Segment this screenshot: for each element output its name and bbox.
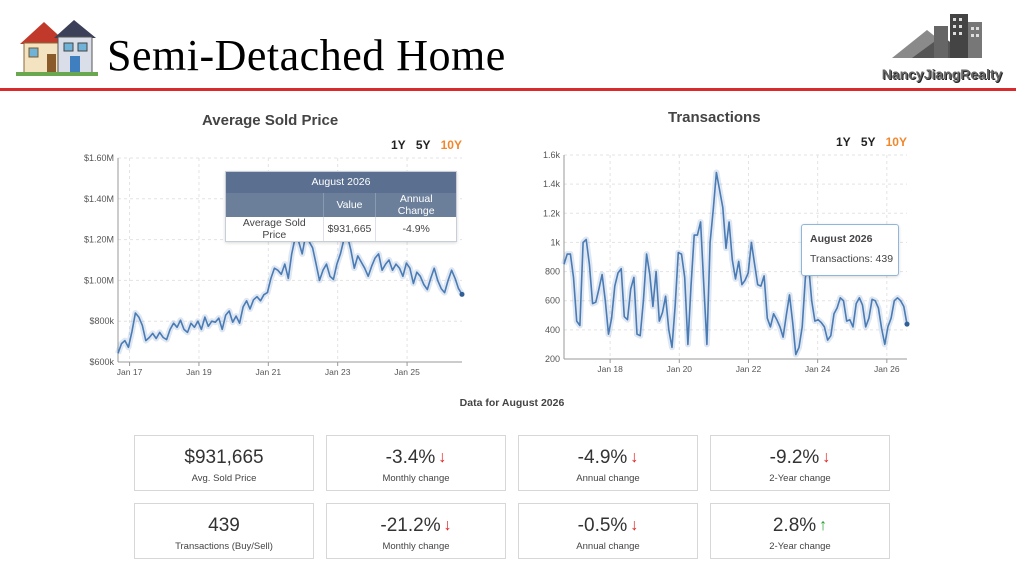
price-tooltip-change: -4.9% — [375, 217, 456, 241]
price-x-tick: Jan 17 — [117, 367, 143, 377]
arrow-down-icon: ↓ — [822, 449, 831, 466]
tx-x-tick: Jan 18 — [597, 364, 623, 374]
arrow-up-icon: ↑ — [819, 517, 828, 534]
price-series-line[interactable] — [117, 234, 463, 354]
tx-range-selector: 1Y 5Y 10Y — [829, 135, 907, 149]
stat-card: -3.4% ↓ Monthly change — [326, 435, 506, 491]
stat-card: -9.2% ↓ 2-Year change — [710, 435, 890, 491]
stat-value-row: 439 — [135, 514, 313, 538]
price-x-tick: Jan 23 — [325, 367, 351, 377]
stat-value: 439 — [208, 515, 240, 536]
tx-x-tick: Jan 24 — [805, 364, 831, 374]
stat-card: 2.8% ↑ 2-Year change — [710, 503, 890, 559]
stat-value: -9.2% — [769, 447, 820, 468]
stat-value-row: -4.9% ↓ — [519, 446, 697, 470]
tx-tooltip-value: Transactions: 439 — [810, 253, 894, 265]
tx-y-tick: 1.6k — [543, 150, 561, 160]
price-y-tick: $800k — [89, 316, 114, 326]
stat-card: $931,665 Avg. Sold Price — [134, 435, 314, 491]
stat-value: -0.5% — [577, 515, 628, 536]
tx-x-tick: Jan 26 — [874, 364, 900, 374]
stat-label: Monthly change — [382, 473, 450, 484]
stat-value-row: -3.4% ↓ — [327, 446, 505, 470]
header-divider — [0, 88, 1016, 91]
stat-value-row: $931,665 — [135, 446, 313, 470]
price-tooltip-month: August 2026 — [226, 172, 456, 193]
price-range-selector: 1Y 5Y 10Y — [384, 138, 462, 152]
price-y-tick: $1.00M — [84, 275, 114, 285]
stat-label: Monthly change — [382, 541, 450, 552]
price-x-tick: Jan 21 — [256, 367, 282, 377]
stat-label: Avg. Sold Price — [191, 473, 257, 484]
price-x-tick: Jan 19 — [186, 367, 212, 377]
tx-y-tick: 600 — [545, 296, 560, 306]
price-range-1y[interactable]: 1Y — [391, 138, 406, 152]
stat-label: Annual change — [576, 541, 640, 552]
price-tooltip-row-label: Average Sold Price — [242, 217, 306, 241]
tx-range-5y[interactable]: 5Y — [860, 135, 876, 149]
buildings-logo-icon — [892, 14, 982, 58]
tx-chart-title: Transactions — [668, 109, 761, 126]
tx-tooltip: August 2026 Transactions: 439 — [801, 224, 899, 276]
price-y-tick: $1.20M — [84, 235, 114, 245]
tx-y-tick: 1.4k — [543, 179, 561, 189]
price-chart-title: Average Sold Price — [202, 112, 339, 129]
tx-series-line[interactable] — [563, 171, 908, 356]
logo-text: NancyJiangRealty — [881, 66, 1003, 82]
tx-tooltip-month: August 2026 — [810, 233, 873, 245]
stat-value: $931,665 — [184, 447, 264, 468]
tx-current-point[interactable] — [904, 321, 910, 327]
page-title: Semi-Detached Home — [107, 31, 506, 80]
stat-value: -4.9% — [577, 447, 628, 468]
tx-y-tick: 400 — [545, 325, 560, 335]
stat-card: -0.5% ↓ Annual change — [518, 503, 698, 559]
tx-y-tick: 800 — [545, 267, 560, 277]
stat-value: -21.2% — [380, 515, 441, 536]
tx-range-10y[interactable]: 10Y — [885, 135, 907, 149]
stat-card: -21.2% ↓ Monthly change — [326, 503, 506, 559]
house-logo-icon — [16, 20, 98, 76]
stat-label: Transactions (Buy/Sell) — [175, 541, 273, 552]
stat-value-row: -9.2% ↓ — [711, 446, 889, 470]
arrow-down-icon: ↓ — [438, 449, 447, 466]
tx-y-tick: 200 — [545, 354, 560, 364]
tx-x-tick: Jan 20 — [667, 364, 693, 374]
price-range-10y[interactable]: 10Y — [440, 138, 462, 152]
price-current-point[interactable] — [459, 291, 465, 297]
stat-value: 2.8% — [772, 515, 817, 536]
price-tooltip-col-value: Value — [322, 193, 376, 217]
stat-value-row: -21.2% ↓ — [327, 514, 505, 538]
stat-card: -4.9% ↓ Annual change — [518, 435, 698, 491]
stat-value-row: -0.5% ↓ — [519, 514, 697, 538]
tx-x-tick: Jan 22 — [736, 364, 762, 374]
price-range-5y[interactable]: 5Y — [415, 138, 431, 152]
price-series-glow — [115, 232, 465, 355]
price-chart[interactable]: $600k $800k $1.00M $1.20M $1.40M $1.60M Jan 17… — [70, 148, 470, 380]
price-y-tick: $600k — [89, 357, 114, 367]
price-tooltip-blank — [226, 193, 324, 217]
tx-range-1y[interactable]: 1Y — [836, 135, 851, 149]
stat-value-row: 2.8% ↑ — [711, 514, 889, 538]
tx-y-tick: 1k — [550, 237, 560, 247]
stat-label: 2-Year change — [769, 473, 831, 484]
stat-value: -3.4% — [385, 447, 436, 468]
stat-card: 439 Transactions (Buy/Sell) — [134, 503, 314, 559]
stat-label: 2-Year change — [769, 541, 831, 552]
price-y-tick: $1.60M — [84, 153, 114, 163]
data-for-label: Data for August 2026 — [459, 397, 565, 409]
price-x-tick: Jan 25 — [394, 367, 420, 377]
tx-y-tick: 1.2k — [543, 208, 561, 218]
transactions-chart[interactable]: 200 400 600 800 1k 1.2k 1.4k 1.6k Jan 18 Jan 20 Ja… — [530, 146, 915, 376]
price-tooltip-col-change: Annual Change — [375, 193, 456, 217]
arrow-down-icon: ↓ — [630, 517, 639, 534]
stat-label: Annual change — [576, 473, 640, 484]
price-tooltip: August 2026 Value Annual Change Average … — [225, 171, 457, 242]
price-y-tick: $1.40M — [84, 194, 114, 204]
arrow-down-icon: ↓ — [630, 449, 639, 466]
arrow-down-icon: ↓ — [443, 517, 452, 534]
realty-logo: NancyJiangRealty — [872, 8, 1012, 88]
price-tooltip-value: $931,665 — [322, 217, 376, 241]
